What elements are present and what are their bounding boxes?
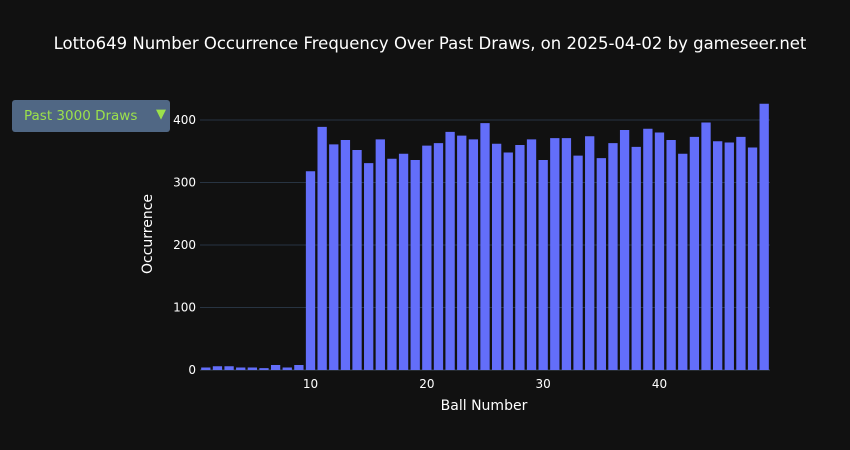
bar-ball-15 (364, 163, 374, 370)
bar-ball-45 (713, 141, 723, 370)
bar-ball-23 (457, 135, 467, 370)
bar-ball-41 (666, 140, 676, 370)
bar-ball-22 (445, 131, 455, 370)
triangle-down-icon: ▼ (156, 107, 166, 122)
bar-ball-32 (561, 138, 572, 370)
bar-ball-47 (736, 136, 746, 370)
bars (201, 103, 769, 370)
bar-ball-13 (340, 140, 351, 370)
x-tick-label: 40 (652, 377, 667, 391)
bar-ball-17 (387, 158, 397, 370)
y-tick-label: 200 (173, 238, 196, 252)
chart-title: Lotto649 Number Occurrence Frequency Ove… (53, 34, 807, 53)
bar-ball-14 (352, 150, 362, 370)
bar-ball-7 (270, 365, 281, 370)
x-tick-label: 10 (303, 377, 318, 391)
bar-ball-26 (491, 143, 502, 370)
y-tick-label: 0 (188, 363, 196, 377)
bar-ball-16 (375, 139, 385, 370)
y-tick-label: 300 (173, 176, 196, 190)
bar-ball-28 (515, 145, 525, 370)
bar-ball-6 (259, 368, 269, 370)
y-tick-label: 400 (173, 113, 196, 127)
bar-ball-20 (422, 145, 432, 370)
bar-ball-5 (247, 367, 257, 370)
bar-ball-4 (236, 367, 246, 370)
bar-ball-43 (689, 136, 700, 370)
bar-ball-30 (538, 160, 548, 370)
bar-ball-31 (550, 138, 560, 370)
bar-ball-40 (654, 132, 665, 370)
x-tick-label: 20 (419, 377, 434, 391)
bar-ball-8 (282, 367, 292, 370)
bar-ball-10 (305, 171, 316, 370)
bar-ball-44 (701, 122, 711, 370)
bar-ball-1 (201, 367, 211, 370)
bar-ball-37 (619, 130, 630, 370)
bar-ball-38 (631, 146, 641, 370)
bar-ball-46 (724, 142, 734, 370)
bar-ball-21 (433, 143, 444, 370)
bar-ball-2 (212, 366, 223, 370)
bar-ball-18 (398, 153, 409, 370)
bar-ball-49 (759, 103, 769, 370)
x-axis-label: Ball Number (441, 398, 528, 414)
x-tick-label: 30 (536, 377, 551, 391)
bar-ball-3 (224, 366, 234, 370)
x-tick-labels: 10 20 30 40 (303, 377, 667, 391)
bar-ball-24 (468, 139, 479, 370)
bar-ball-39 (643, 128, 653, 370)
bar-ball-33 (573, 155, 583, 370)
bar-ball-9 (294, 365, 304, 370)
bar-ball-42 (678, 153, 688, 370)
bar-ball-19 (410, 160, 420, 370)
bar-ball-48 (747, 147, 758, 370)
bar-ball-25 (480, 123, 490, 370)
dropdown-selected-label: Past 3000 Draws (24, 108, 138, 124)
bar-ball-35 (596, 158, 606, 370)
bar-ball-34 (585, 136, 595, 370)
bar-ball-11 (317, 126, 327, 370)
y-tick-label: 100 (173, 301, 196, 315)
y-axis-label: Occurrence (140, 194, 156, 274)
y-tick-labels: 0 100 200 300 400 (173, 113, 196, 377)
bar-ball-36 (608, 143, 618, 370)
bar-ball-27 (503, 152, 513, 370)
bar-ball-12 (329, 144, 339, 370)
bar-ball-29 (526, 139, 537, 370)
draws-range-dropdown[interactable]: Past 3000 Draws ▼ (12, 100, 170, 132)
